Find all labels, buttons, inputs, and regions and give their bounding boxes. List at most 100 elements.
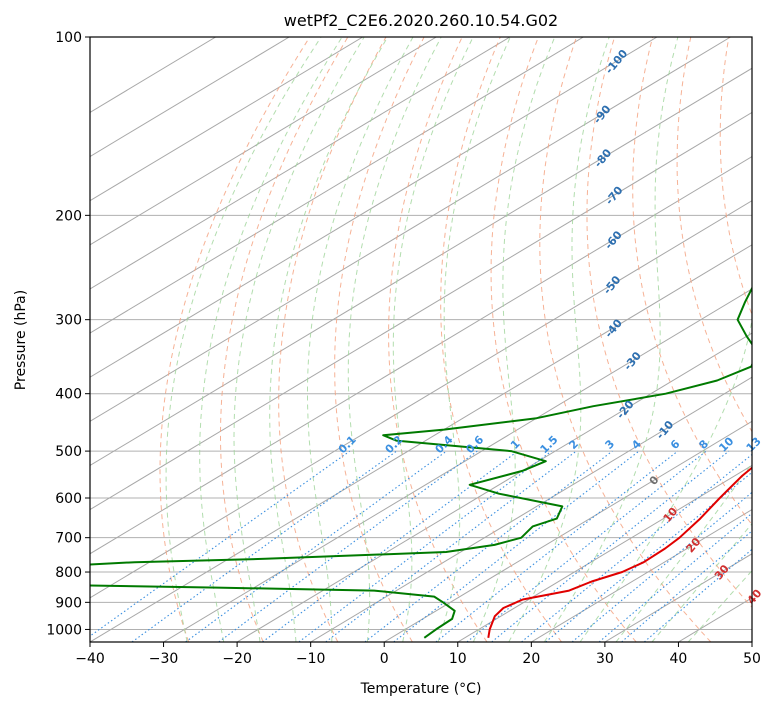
dry-adiabat-label: 0 <box>647 473 662 487</box>
x-axis-label: Temperature (°C) <box>360 681 482 697</box>
isotherm-line <box>236 332 752 642</box>
isotherm-line <box>90 37 290 158</box>
mixing-ratio-label: 0.6 <box>463 433 486 456</box>
dry-adiabat-line <box>159 37 311 642</box>
mixing-ratio-line <box>598 512 752 642</box>
moist-adiabat-line <box>165 37 322 642</box>
moist-adiabat-line <box>347 37 442 642</box>
dry-adiabat-label: 30 <box>712 562 732 582</box>
data-lines <box>90 286 752 639</box>
mixing-ratio-label: 1.5 <box>538 433 561 456</box>
y-tick-label: 300 <box>55 313 82 329</box>
isotherm-line <box>90 37 511 290</box>
x-tick-label: −10 <box>296 651 326 667</box>
y-tick-label: 400 <box>55 387 82 403</box>
dry-adiabat-line <box>762 37 775 642</box>
mixing-ratio-label: 2 <box>566 437 581 452</box>
x-tick-label: −40 <box>75 651 105 667</box>
isotherm-line <box>310 376 752 642</box>
isotherm-line <box>90 244 752 642</box>
isotherm-line <box>90 37 364 202</box>
mixing-ratio-line <box>393 450 640 642</box>
dry-adiabat-line <box>632 37 752 526</box>
isotherm-line <box>531 509 752 642</box>
dry-adiabat-line <box>586 37 752 608</box>
mixing-ratio-line <box>364 450 613 642</box>
dry-adiabat-label: -60 <box>602 228 625 252</box>
x-tick-label: −20 <box>222 651 252 667</box>
plot-frame <box>89 36 753 643</box>
moist-adiabat-line <box>687 569 752 642</box>
background-lines <box>90 37 775 642</box>
line-labels: 0.1 0.2 0.4 0.6 1 1.5 2 3 4 6 8 10 13-100-90-80-70-6… <box>336 47 765 607</box>
dry-adiabat-line <box>490 37 637 642</box>
x-tick-label: 50 <box>743 651 761 667</box>
chart-title: wetPf2_C2E6.2020.260.10.54.G02 <box>284 11 558 31</box>
y-tick-label: 200 <box>55 208 82 224</box>
dry-adiabat-line <box>278 37 387 642</box>
mixing-ratio-line <box>621 530 752 642</box>
moist-adiabat-line <box>199 37 343 642</box>
isotherm-line <box>90 37 731 422</box>
y-tick-label: 1000 <box>46 622 82 638</box>
dry-adiabat-line <box>334 37 425 642</box>
dry-adiabat-label: -30 <box>621 349 644 373</box>
isotherm-line <box>90 37 216 113</box>
mixing-ratio-line <box>643 548 752 642</box>
mixing-ratio-line <box>185 450 447 642</box>
isotherm-line <box>90 155 752 555</box>
isotherm-line <box>90 111 752 511</box>
isotherm-line <box>90 67 752 467</box>
isotherm-line <box>90 37 584 334</box>
mixing-ratio-line <box>131 450 397 642</box>
x-tick-label: 10 <box>449 651 467 667</box>
mixing-ratio-line <box>325 450 577 642</box>
moist-adiabat-line <box>307 37 414 642</box>
mixing-ratio-label: 6 <box>668 437 683 452</box>
y-tick-label: 700 <box>55 531 82 547</box>
moist-adiabat-line <box>651 522 752 642</box>
x-tick-label: −30 <box>149 651 179 667</box>
isotherm-line <box>90 200 752 599</box>
mixing-ratio-line <box>298 450 552 642</box>
mixing-ratio-line <box>435 450 679 642</box>
dry-adiabat-label: -100 <box>603 47 631 77</box>
dewpoint-profile-line <box>90 286 752 639</box>
x-tick-label: 20 <box>522 651 540 667</box>
y-tick-label: 100 <box>55 30 82 46</box>
dry-adiabat-label: -50 <box>601 273 624 297</box>
isotherm-line <box>751 641 752 642</box>
y-axis-label: Pressure (hPa) <box>13 290 29 390</box>
dry-adiabat-line <box>220 37 349 642</box>
moist-adiabat-line <box>437 37 511 642</box>
mixing-ratio-line <box>491 450 730 642</box>
x-tick-label: 0 <box>380 651 389 667</box>
moist-adiabat-line <box>233 37 365 642</box>
isotherm-line <box>383 420 752 642</box>
y-tick-label: 800 <box>55 565 82 581</box>
x-axis-ticks: −40 −30 −20 −10 0 10 20 30 40 50 <box>75 642 761 667</box>
mixing-ratio-label: 0.4 <box>433 433 456 456</box>
x-tick-label: 30 <box>596 651 614 667</box>
dry-adiabat-label: 40 <box>745 587 765 607</box>
y-tick-label: 500 <box>55 444 82 460</box>
mixing-ratio-label: 3 <box>603 437 618 452</box>
mixing-ratio-label: 1 <box>508 437 523 452</box>
dry-adiabat-label: -80 <box>592 146 615 170</box>
isotherm-line <box>90 37 437 246</box>
dry-adiabat-line <box>676 37 752 433</box>
mixing-ratio-line <box>466 450 707 642</box>
mixing-ratio-line <box>521 453 752 642</box>
x-tick-label: 40 <box>670 651 688 667</box>
moist-adiabat-line <box>269 37 389 642</box>
dry-adiabat-line <box>440 37 563 642</box>
dry-adiabat-line <box>388 37 488 642</box>
mixing-ratio-label: 13 <box>744 435 764 455</box>
mixing-ratio-line <box>571 491 752 642</box>
mixing-ratio-line <box>90 450 351 637</box>
dry-adiabat-label: -70 <box>603 184 626 208</box>
mixing-ratio-line <box>218 450 478 642</box>
y-tick-label: 900 <box>55 595 82 611</box>
moist-adiabat-line <box>508 37 610 642</box>
